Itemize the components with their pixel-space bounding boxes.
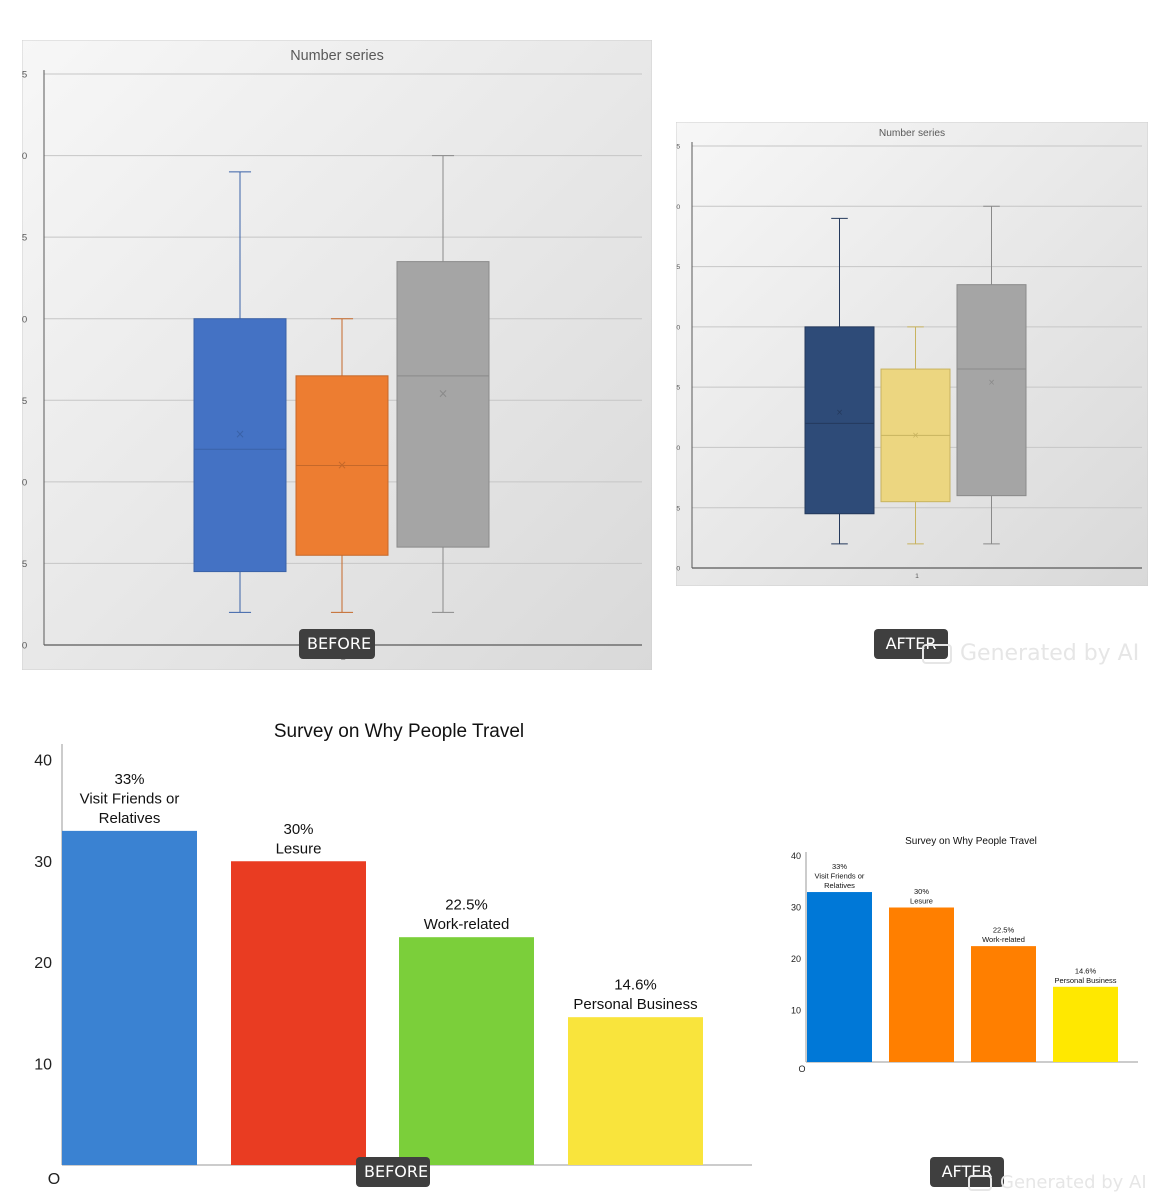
y-tick-label: 10 [34, 1056, 52, 1073]
y-tick-label: 35 [22, 70, 27, 81]
data-label: Work-related [982, 935, 1025, 944]
y-tick-label: 0 [676, 566, 680, 573]
y-tick-label: 20 [22, 314, 27, 325]
y-tick-label-zero: O [798, 1064, 805, 1074]
barchart-after-panel: Survey on Why People Travel 10 20 30 40 O 33% V… [786, 822, 1146, 1088]
bar [231, 861, 366, 1165]
plot-background [676, 122, 1148, 586]
mean-marker: × [337, 458, 347, 472]
bar [889, 907, 954, 1062]
data-label: Lesure [910, 897, 933, 906]
data-label: 30% [914, 887, 929, 896]
bar [399, 937, 534, 1165]
y-tick-label: 30 [676, 204, 680, 211]
y-tick-label: 15 [22, 396, 27, 407]
plot-background [22, 40, 652, 670]
y-tick-label: 10 [676, 445, 680, 452]
boxplot-after-panel: Number series 0 5 10 15 20 25 30 35 1 × × × [676, 122, 1148, 586]
before-label: BEFORE [356, 1157, 430, 1187]
y-tick-label: 10 [22, 477, 27, 488]
data-label: 30% [283, 821, 313, 838]
box [804, 326, 875, 515]
chart-title: Survey on Why People Travel [274, 721, 524, 742]
boxplot-before-panel: Number series051015202530351××× [22, 40, 652, 670]
barchart-after-chart: Survey on Why People Travel 10 20 30 40 O 33%V… [791, 836, 1138, 1074]
y-tick-label: 25 [22, 233, 27, 244]
y-tick-label: 5 [676, 505, 680, 512]
bar [807, 892, 872, 1062]
chart-title: Number series [290, 48, 384, 64]
watermark: Generated by AI [922, 641, 1139, 666]
bar [1053, 986, 1118, 1062]
bar [62, 830, 197, 1165]
data-label: Relatives [824, 881, 855, 890]
y-tick-label: 5 [22, 559, 27, 570]
box [193, 318, 287, 573]
data-label: Lesure [276, 840, 322, 857]
data-label: Work-related [424, 916, 510, 933]
barchart-before-panel: Survey on Why People Travel 10 20 30 40 O 33% V… [22, 700, 762, 1196]
data-label: 22.5% [445, 897, 488, 914]
y-tick-label: 20 [34, 955, 52, 972]
watermark: Generated by AI [968, 1172, 1147, 1193]
data-label: Personal Business [1054, 976, 1116, 985]
box [956, 284, 1027, 497]
y-tick-label-zero: O [48, 1171, 60, 1188]
box [396, 261, 490, 548]
mean-marker: × [912, 431, 919, 441]
y-tick-label: 40 [791, 851, 801, 861]
bar [971, 946, 1036, 1062]
data-label: Visit Friends or [80, 790, 180, 807]
y-tick-label: 35 [676, 144, 680, 151]
data-label: 14.6% [1075, 966, 1097, 975]
data-label: 22.5% [993, 926, 1015, 935]
data-label: 33% [832, 862, 847, 871]
mean-marker: × [836, 408, 843, 418]
y-tick-label: 20 [676, 324, 680, 331]
before-label: BEFORE [299, 629, 375, 659]
mean-marker: × [988, 378, 995, 388]
bar [568, 1017, 703, 1165]
mean-marker: × [438, 386, 448, 400]
data-label: 14.6% [614, 977, 657, 994]
y-tick-label: 30 [22, 151, 27, 162]
y-tick-label: 25 [676, 264, 680, 271]
data-label: Personal Business [573, 996, 697, 1013]
x-tick-label: 1 [915, 573, 919, 580]
boxplot-after-chart: Number series 0 5 10 15 20 25 30 35 1 × × × [676, 122, 1148, 586]
y-tick-label: 40 [34, 753, 52, 770]
y-tick-label: 10 [791, 1006, 801, 1016]
data-label: 33% [114, 771, 144, 788]
mean-marker: × [235, 427, 245, 441]
data-label: Visit Friends or [815, 872, 865, 881]
chart-title: Number series [879, 128, 945, 139]
y-tick-label: 15 [676, 385, 680, 392]
data-label: Relatives [99, 810, 161, 827]
ai-badge-icon [922, 644, 952, 664]
boxplot-before-chart: Number series051015202530351××× [22, 40, 652, 670]
y-tick-label: 0 [22, 641, 27, 652]
y-tick-label: 30 [34, 854, 52, 871]
y-tick-label: 20 [791, 954, 801, 964]
chart-title: Survey on Why People Travel [905, 836, 1037, 847]
barchart-before-chart: Survey on Why People Travel 10 20 30 40 O 33% V… [34, 721, 752, 1188]
watermark-text: Generated by AI [1000, 1172, 1147, 1193]
y-tick-label: 30 [791, 903, 801, 913]
watermark-text: Generated by AI [960, 641, 1140, 666]
ai-badge-icon [968, 1175, 992, 1191]
